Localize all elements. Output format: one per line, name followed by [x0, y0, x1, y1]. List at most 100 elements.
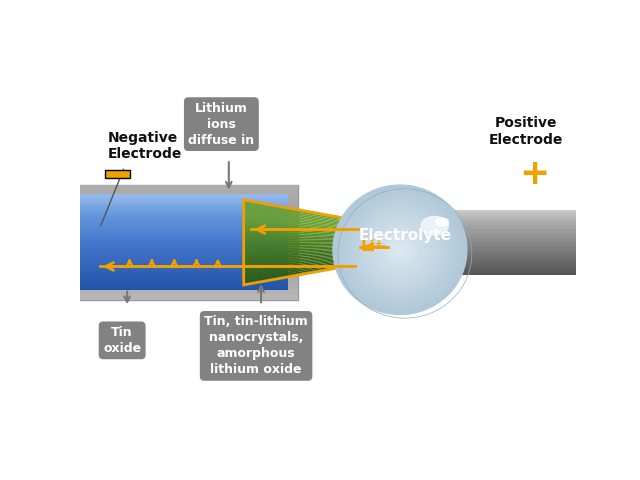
Polygon shape: [244, 204, 360, 224]
Text: Positive
Electrode: Positive Electrode: [489, 117, 564, 146]
Polygon shape: [80, 271, 288, 274]
Ellipse shape: [351, 203, 449, 297]
Polygon shape: [80, 274, 288, 276]
Ellipse shape: [395, 245, 405, 255]
Ellipse shape: [436, 218, 448, 226]
Ellipse shape: [336, 188, 463, 311]
Polygon shape: [454, 239, 586, 241]
Ellipse shape: [335, 187, 465, 313]
Polygon shape: [244, 242, 360, 244]
Polygon shape: [244, 247, 360, 253]
Ellipse shape: [380, 230, 420, 269]
Polygon shape: [80, 214, 298, 219]
Ellipse shape: [362, 213, 438, 287]
Polygon shape: [454, 260, 586, 262]
Ellipse shape: [392, 242, 408, 258]
Ellipse shape: [378, 229, 422, 271]
Polygon shape: [244, 258, 360, 276]
Polygon shape: [80, 254, 288, 257]
Polygon shape: [244, 226, 360, 235]
Polygon shape: [244, 229, 360, 237]
Polygon shape: [80, 269, 288, 271]
Ellipse shape: [398, 248, 401, 252]
Ellipse shape: [371, 222, 428, 277]
Polygon shape: [80, 206, 288, 209]
Polygon shape: [80, 264, 288, 266]
Ellipse shape: [421, 216, 448, 235]
Polygon shape: [80, 226, 288, 228]
Polygon shape: [454, 218, 586, 220]
Polygon shape: [80, 294, 298, 300]
Polygon shape: [244, 249, 360, 257]
Text: Tin
oxide: Tin oxide: [103, 326, 141, 355]
Polygon shape: [244, 261, 360, 281]
Ellipse shape: [345, 196, 455, 303]
Polygon shape: [244, 200, 360, 222]
Polygon shape: [80, 221, 288, 223]
Polygon shape: [454, 212, 586, 213]
Polygon shape: [80, 228, 288, 230]
Polygon shape: [244, 206, 360, 225]
Ellipse shape: [375, 226, 425, 274]
Ellipse shape: [387, 237, 413, 263]
Text: Lithium
ions
diffuse in: Lithium ions diffuse in: [188, 102, 255, 146]
Polygon shape: [454, 265, 586, 267]
Polygon shape: [80, 214, 288, 216]
Polygon shape: [244, 251, 360, 262]
Polygon shape: [244, 217, 360, 230]
Polygon shape: [244, 228, 360, 236]
Polygon shape: [80, 288, 288, 290]
Text: Tin, tin-lithium
nanocrystals,
amorphous
lithium oxide: Tin, tin-lithium nanocrystals, amorphous…: [204, 315, 308, 376]
Polygon shape: [80, 254, 298, 260]
Ellipse shape: [365, 216, 435, 284]
Polygon shape: [80, 223, 288, 226]
Polygon shape: [244, 253, 360, 266]
Polygon shape: [454, 216, 586, 218]
Ellipse shape: [381, 232, 419, 267]
Polygon shape: [454, 228, 586, 229]
Polygon shape: [80, 283, 298, 288]
Ellipse shape: [338, 190, 462, 310]
Polygon shape: [80, 286, 288, 288]
Polygon shape: [244, 211, 360, 228]
Polygon shape: [80, 242, 288, 245]
Polygon shape: [454, 270, 586, 272]
Polygon shape: [454, 234, 586, 236]
Polygon shape: [80, 199, 288, 202]
Polygon shape: [244, 252, 360, 264]
Polygon shape: [244, 250, 360, 259]
Polygon shape: [80, 208, 298, 214]
Polygon shape: [80, 185, 298, 191]
Polygon shape: [80, 260, 298, 265]
Ellipse shape: [349, 201, 450, 298]
Polygon shape: [454, 252, 586, 254]
Polygon shape: [80, 216, 288, 218]
Ellipse shape: [393, 243, 406, 256]
Polygon shape: [80, 271, 298, 277]
Polygon shape: [454, 220, 586, 221]
Polygon shape: [244, 234, 360, 239]
Polygon shape: [80, 278, 288, 281]
Text: Negative
Electrode: Negative Electrode: [108, 131, 182, 161]
Polygon shape: [80, 276, 288, 278]
Polygon shape: [244, 260, 360, 278]
Polygon shape: [454, 273, 586, 275]
Polygon shape: [454, 238, 586, 239]
Polygon shape: [80, 233, 288, 235]
Ellipse shape: [368, 219, 432, 280]
Polygon shape: [80, 245, 288, 247]
Polygon shape: [454, 225, 586, 226]
Polygon shape: [244, 255, 360, 270]
Ellipse shape: [388, 239, 412, 261]
Polygon shape: [80, 250, 288, 252]
Text: +: +: [518, 157, 549, 191]
Ellipse shape: [353, 204, 447, 295]
Polygon shape: [244, 246, 360, 251]
Polygon shape: [454, 259, 586, 260]
Ellipse shape: [363, 214, 436, 286]
Polygon shape: [80, 194, 288, 197]
Polygon shape: [244, 236, 360, 240]
Polygon shape: [454, 213, 586, 215]
Polygon shape: [454, 251, 586, 252]
Polygon shape: [454, 226, 586, 228]
